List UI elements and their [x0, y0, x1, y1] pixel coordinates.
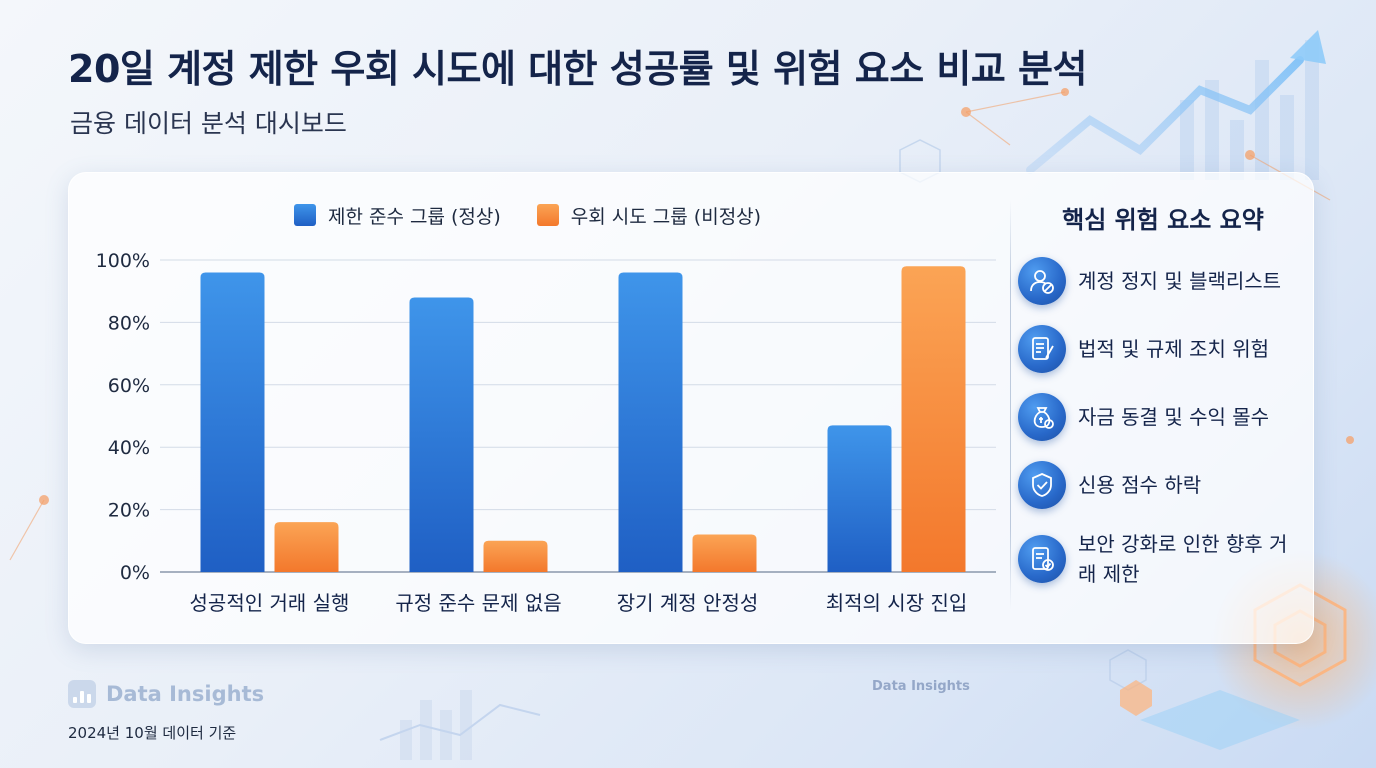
page-title: 20일 계정 제한 우회 시도에 대한 성공률 및 위험 요소 비교 분석 — [68, 47, 1087, 91]
footer-watermark: Data Insights — [872, 679, 970, 694]
y-tick-label: 60% — [108, 375, 150, 397]
risk-item-label: 보안 강화로 인한 향후 거래 제한 — [1078, 532, 1288, 586]
risk-item-fund-freeze: 자금 동결 및 수익 몰수 — [1018, 393, 1308, 441]
bar-compliant-group — [409, 297, 474, 572]
risk-item-label: 신용 점수 하락 — [1078, 473, 1202, 497]
chart-legend: 제한 준수 그룹 (정상) 우회 시도 그룹 (비정상) — [294, 200, 761, 230]
risk-item-label: 자금 동결 및 수익 몰수 — [1078, 405, 1270, 429]
shield-check-icon — [1018, 461, 1066, 509]
legend-swatch-blue — [294, 204, 316, 226]
document-pen-icon — [1018, 325, 1066, 373]
x-tick-label: 성공적인 거래 실행 — [190, 591, 350, 615]
risk-panel-title: 핵심 위험 요소 요약 — [1062, 206, 1264, 234]
risk-item-credit-drop: 신용 점수 하락 — [1018, 461, 1308, 509]
footer-brand-text: Data Insights — [106, 682, 265, 706]
y-tick-label: 0% — [120, 562, 150, 584]
legend-swatch-orange — [536, 204, 559, 226]
bar-chart-logo-icon — [68, 680, 96, 708]
legend-label-bypass: 우회 시도 그룹 (비정상) — [570, 205, 762, 228]
user-block-icon — [1018, 257, 1066, 305]
footer-date: 2024년 10월 데이터 기준 — [68, 724, 237, 742]
x-tick-label: 규정 준수 문제 없음 — [395, 591, 561, 615]
risk-item-label: 법적 및 규제 조치 위험 — [1078, 337, 1270, 361]
y-tick-label: 80% — [108, 312, 150, 334]
y-tick-label: 40% — [108, 437, 150, 459]
risk-item-label: 계정 정지 및 블랙리스트 — [1078, 269, 1282, 293]
bar-compliant-group — [618, 272, 683, 572]
risk-summary-panel: 핵심 위험 요소 요약 계정 정지 및 블랙리스트 법적 및 규제 조치 위험 — [1018, 200, 1308, 609]
footer-brand: Data Insights — [68, 680, 264, 708]
legend-item-bypass: 우회 시도 그룹 (비정상) — [536, 202, 762, 229]
money-bag-icon — [1018, 393, 1066, 441]
bar-bypass-group — [274, 522, 339, 572]
bar-compliant-group — [200, 272, 265, 572]
x-tick-label: 장기 계정 안정성 — [617, 591, 759, 615]
y-tick-label: 100% — [96, 250, 150, 272]
bar-compliant-group — [827, 425, 892, 572]
page-subtitle: 금융 데이터 분석 대시보드 — [70, 109, 347, 138]
legend-label-compliant: 제한 준수 그룹 (정상) — [328, 205, 501, 228]
bar-bypass-group — [901, 266, 966, 572]
risk-item-future-restriction: 보안 강화로 인한 향후 거래 제한 — [1018, 529, 1308, 589]
y-tick-label: 20% — [108, 500, 150, 522]
legend-item-compliant: 제한 준수 그룹 (정상) — [294, 202, 501, 229]
risk-item-account-suspension: 계정 정지 및 블랙리스트 — [1018, 257, 1308, 305]
bar-bypass-group — [483, 540, 548, 572]
bar-bypass-group — [692, 534, 757, 572]
panel-divider — [1010, 200, 1011, 610]
document-check-icon — [1018, 535, 1066, 583]
x-tick-label: 최적의 시장 진입 — [826, 591, 968, 615]
risk-item-legal-action: 법적 및 규제 조치 위험 — [1018, 325, 1308, 373]
